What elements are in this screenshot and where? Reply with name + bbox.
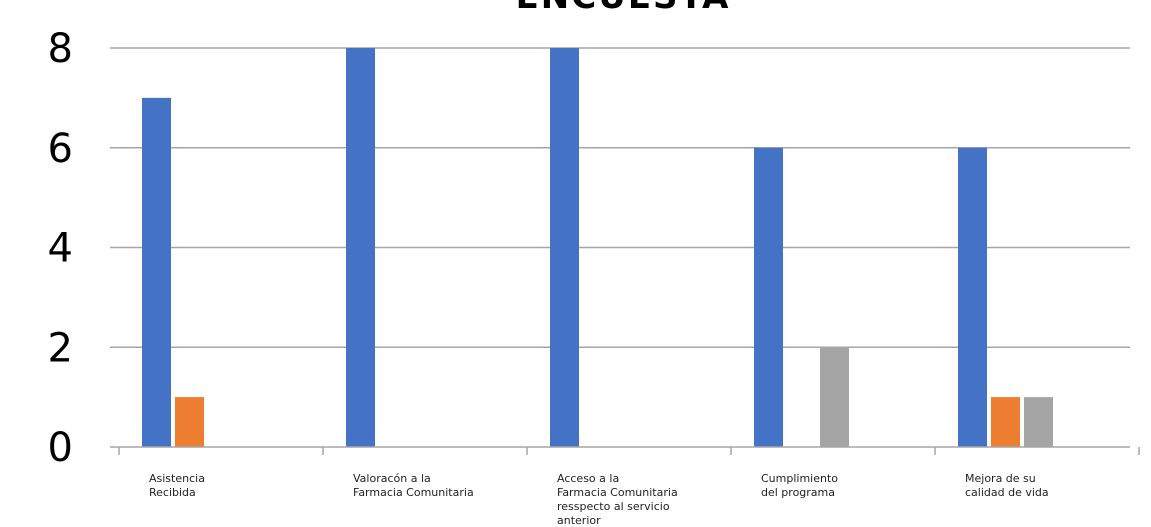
y-tick-label: 2 (48, 325, 73, 371)
bar-series-1-1 (142, 97, 171, 447)
y-tick-label: 4 (48, 226, 73, 272)
bar-series-3-5 (1024, 397, 1053, 447)
x-category-label: Acceso a la Farmacia Comunitaria resspecto… (557, 472, 678, 527)
bar-series-1-4 (754, 147, 783, 447)
y-tick-label: 0 (48, 425, 73, 471)
bar-series-1-5 (958, 147, 987, 447)
bar-series-2-5 (991, 397, 1020, 447)
y-tick-label: 6 (48, 126, 73, 172)
y-tick-label: 8 (48, 26, 73, 72)
x-axis-labels: Asistencia Recibida Valoracón a la Farmacia… (149, 472, 1049, 527)
bar-series-3-4 (820, 347, 849, 447)
x-category-label: Mejora de su calidad de vida (965, 472, 1049, 499)
bar-series-2-1 (175, 397, 204, 447)
bar-series-1-2 (346, 48, 375, 447)
x-category-label: Cumplimiento del programa (761, 472, 838, 499)
x-category-label: Asistencia Recibida (149, 472, 205, 499)
bars (142, 48, 1053, 447)
x-axis (110, 446, 1140, 455)
x-category-label: Valoracón a la Farmacia Comunitaria (353, 472, 474, 499)
y-axis-ticks: 0 2 4 6 8 (48, 26, 73, 471)
bar-series-1-3 (550, 48, 579, 447)
chart-title: ENCUESTA (516, 0, 731, 17)
